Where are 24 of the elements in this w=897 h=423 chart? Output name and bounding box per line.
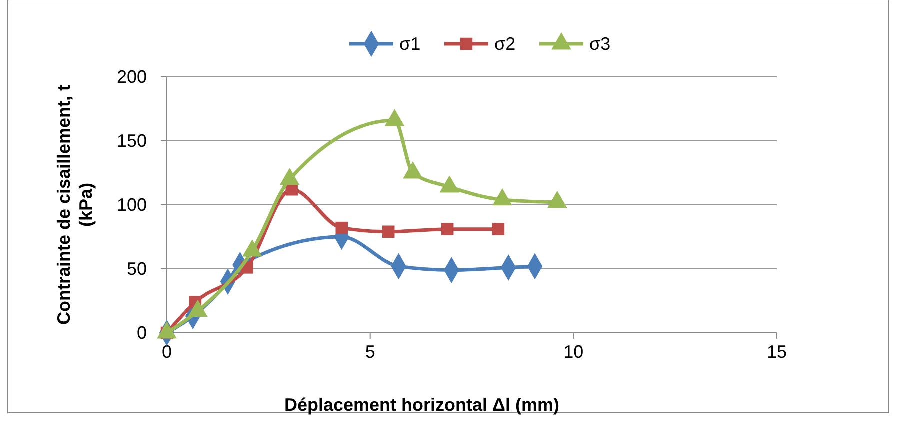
y-tick-label: 100 <box>116 195 147 215</box>
point <box>336 222 348 234</box>
point <box>280 168 300 186</box>
legend-label: σ1 <box>400 34 421 54</box>
point <box>382 226 395 238</box>
point <box>403 162 423 179</box>
y-tick-label: 0 <box>136 323 147 343</box>
x-axis-title: Déplacement horizontal Δl (mm) <box>284 395 560 415</box>
x-tick-label: 0 <box>162 342 172 362</box>
point <box>547 191 568 208</box>
point <box>441 223 454 236</box>
legend-label: σ3 <box>590 34 611 54</box>
x-tick-label: 15 <box>766 342 788 362</box>
point <box>384 109 405 126</box>
y-axis-title: Contrainte de cisaillement, t (kPa) <box>53 84 97 328</box>
point <box>440 176 460 193</box>
legend-label: σ2 <box>494 34 516 54</box>
y-tick-label: 200 <box>116 67 147 87</box>
y-tick-label: 50 <box>126 259 147 279</box>
x-tick-label: 5 <box>365 342 376 362</box>
y-tick-label: 150 <box>116 131 147 151</box>
point <box>492 188 512 206</box>
x-tick-label: 10 <box>564 342 584 362</box>
point <box>492 223 505 236</box>
